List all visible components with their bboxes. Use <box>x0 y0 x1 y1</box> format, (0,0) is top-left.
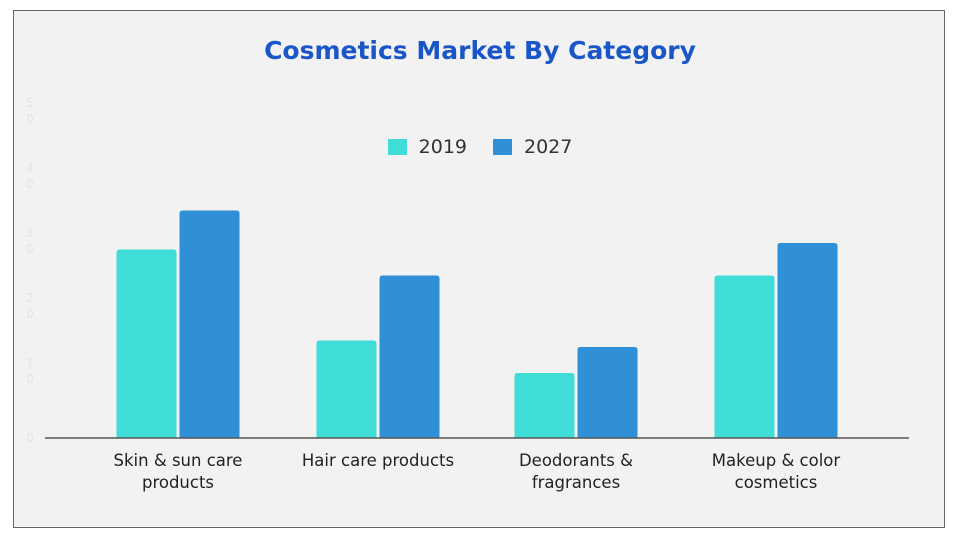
bar-2019-1 <box>316 340 377 438</box>
chart-title: Cosmetics Market By Category <box>264 36 696 65</box>
x-tick-label: Makeup & color cosmetics <box>711 451 841 492</box>
legend-label-2019: 2019 <box>418 136 467 158</box>
legend-swatch-2019 <box>387 139 407 155</box>
y-tick-label: 0 <box>26 431 34 445</box>
bar-2019-3 <box>714 275 775 438</box>
x-tick-label: Deodorants & fragrances <box>518 451 634 492</box>
bar-2027-0 <box>179 210 240 438</box>
bar-2019-2 <box>514 373 575 438</box>
legend: 2019 2027 <box>0 136 960 158</box>
legend-swatch-2027 <box>493 139 512 155</box>
legend-label-2027: 2027 <box>524 136 573 158</box>
legend-item-2019: 2019 <box>387 136 467 158</box>
bar-2019-0 <box>116 249 177 438</box>
legend-item-2027: 2027 <box>493 136 572 158</box>
x-tick-label: Skin & sun care products <box>113 451 243 492</box>
bar-2027-3 <box>777 243 838 438</box>
bar-2027-2 <box>577 347 638 438</box>
x-tick-label: Hair care products <box>301 451 455 470</box>
bar-2027-1 <box>379 275 440 438</box>
